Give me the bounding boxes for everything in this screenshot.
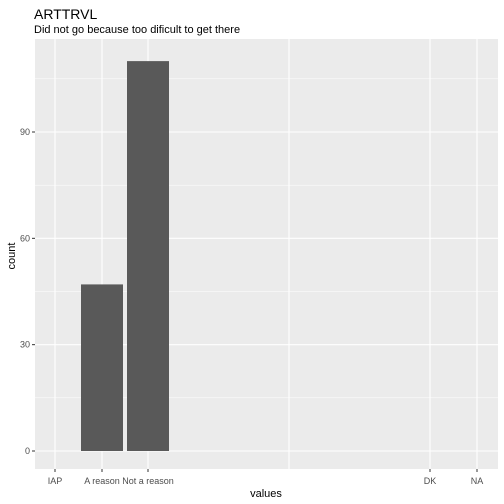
y-tick-label: 30 xyxy=(20,340,30,350)
y-tick-label: 60 xyxy=(20,233,30,243)
y-axis-title: count xyxy=(6,243,18,270)
chart-subtitle: Did not go because too dificult to get t… xyxy=(34,24,240,36)
chart-title: ARTTRVL xyxy=(34,6,97,22)
x-axis-title: values xyxy=(250,488,282,500)
bar xyxy=(81,284,123,451)
x-tick-label: IAP xyxy=(48,476,63,486)
y-tick-label: 0 xyxy=(25,446,30,456)
x-tick-label: DK xyxy=(424,476,437,486)
y-tick-label: 90 xyxy=(20,127,30,137)
x-tick-label: Not a reason xyxy=(122,476,174,486)
x-axis: IAP A reason Not a reason DK NA xyxy=(48,469,484,486)
bars xyxy=(81,61,169,451)
x-tick-label: A reason xyxy=(84,476,120,486)
bar xyxy=(127,61,169,451)
y-axis: 0 30 60 90 xyxy=(20,127,35,456)
x-tick-label: NA xyxy=(471,476,484,486)
